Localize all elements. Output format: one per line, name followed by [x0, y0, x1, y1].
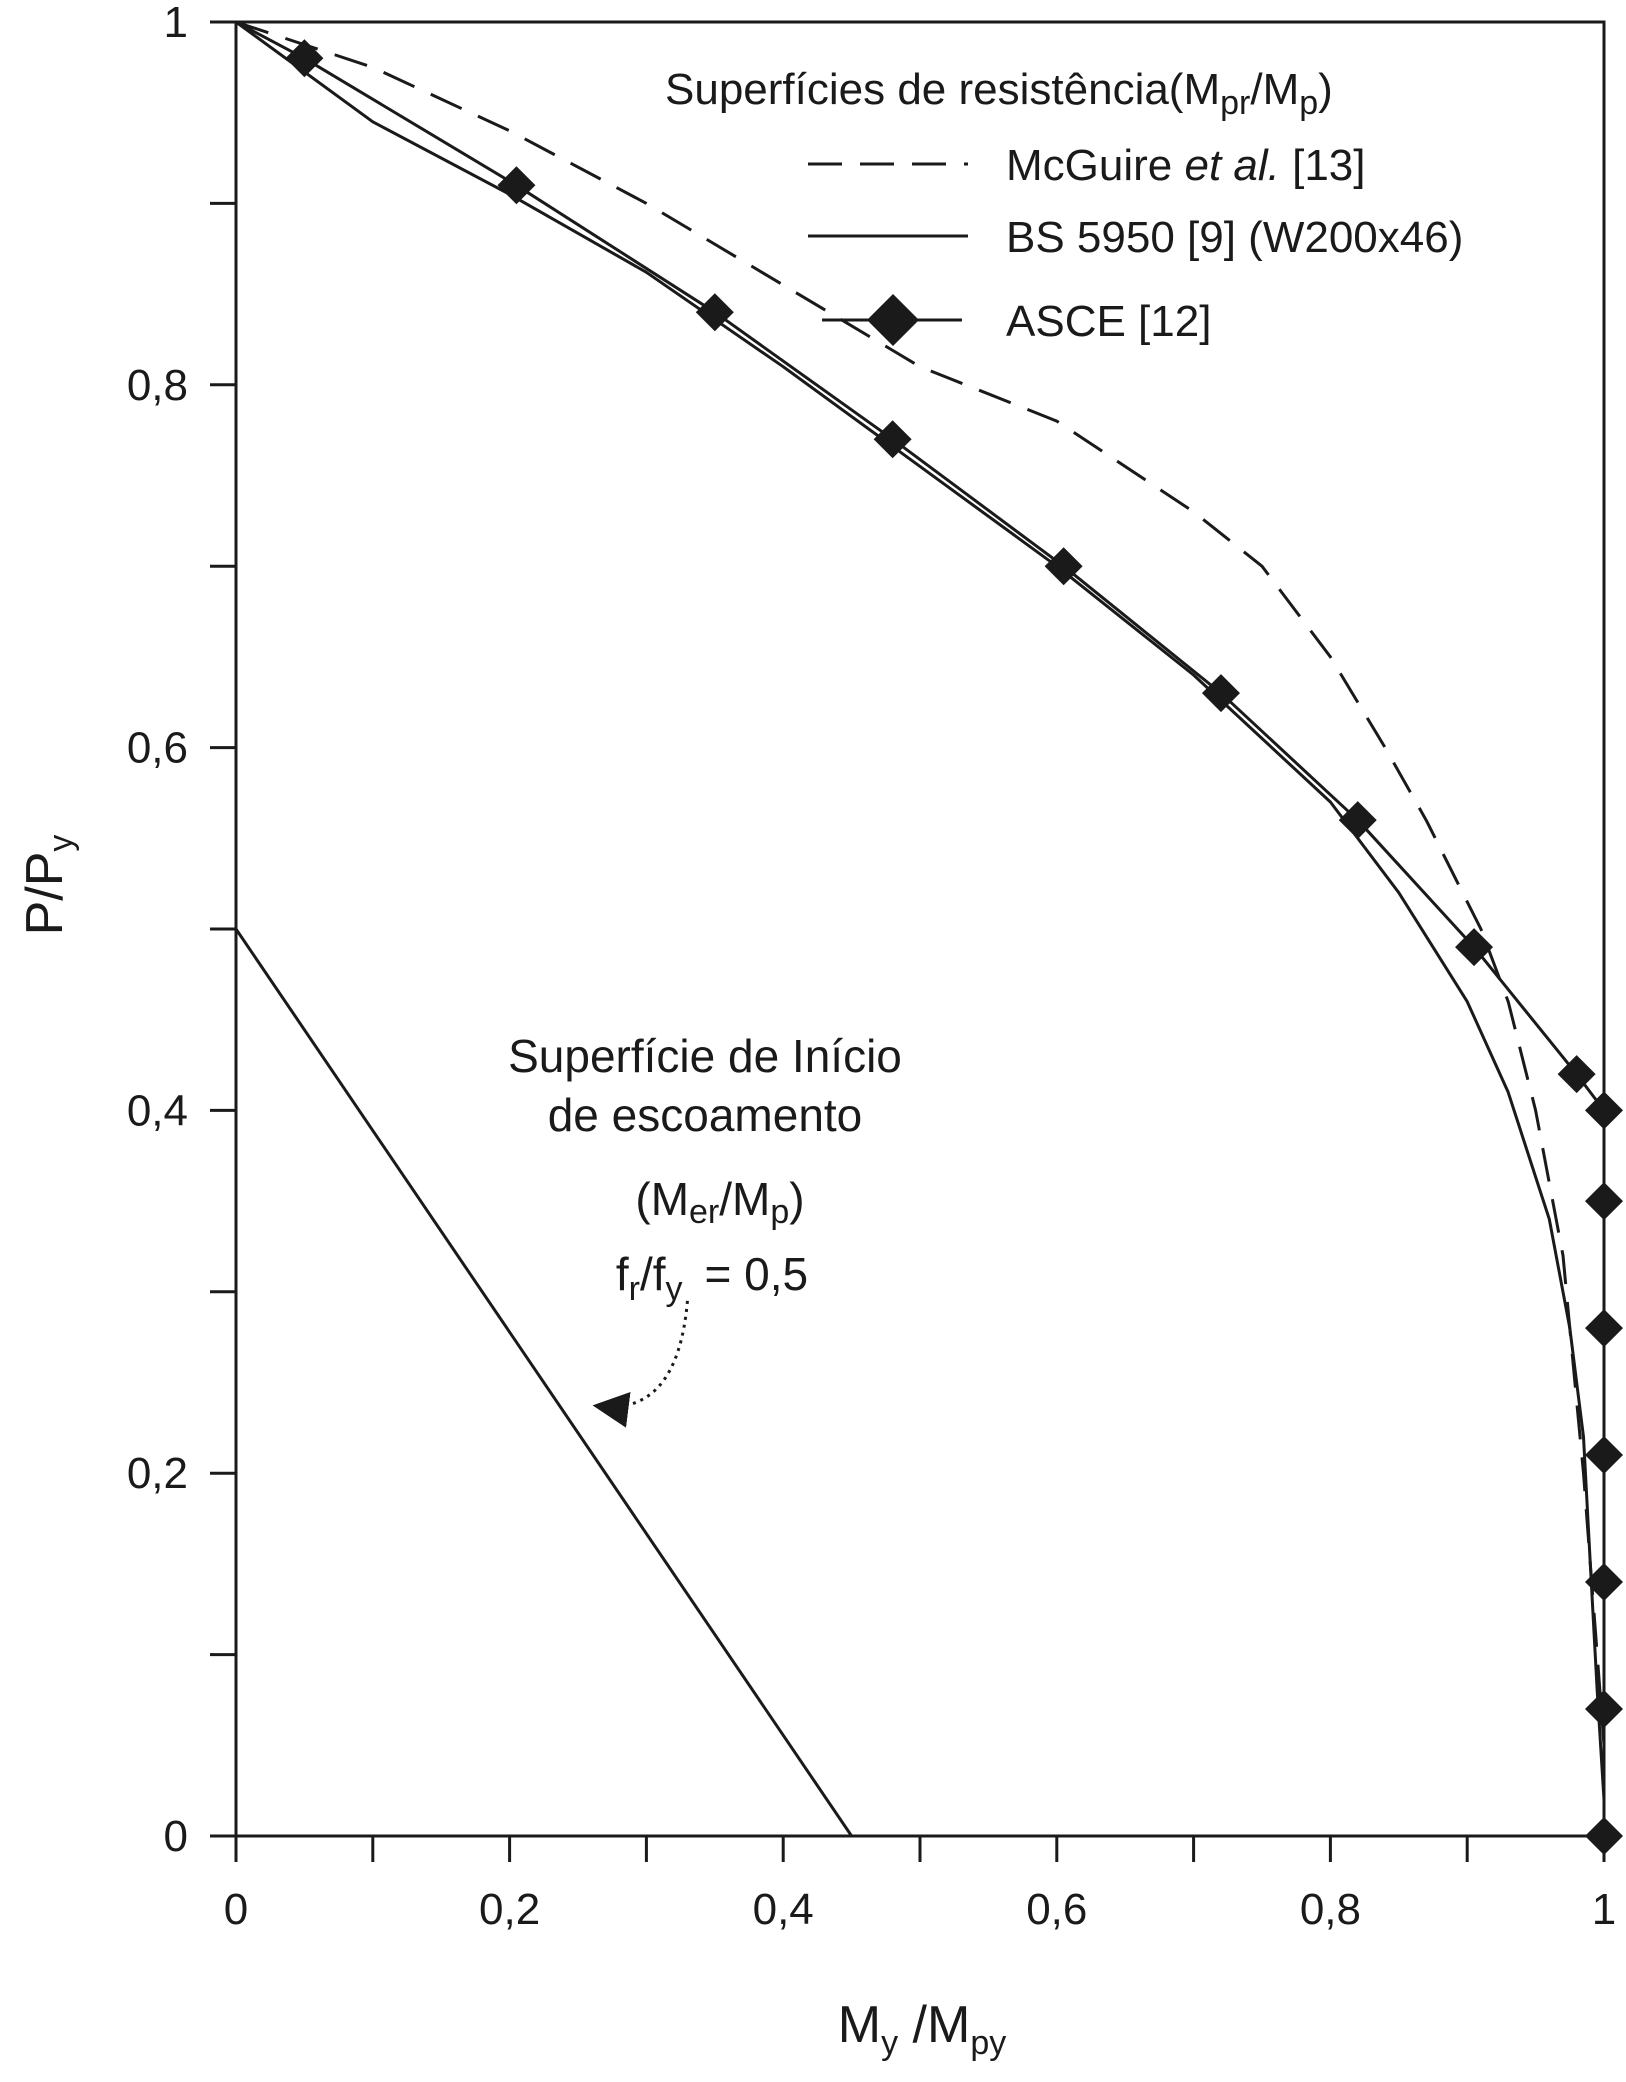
- annotation-line4: fr/fy = 0,5: [616, 1248, 808, 1308]
- asce-point-diamond: [1455, 928, 1494, 967]
- annotation-line4-f1: f: [616, 1248, 629, 1300]
- legend-title-mid: /M: [1250, 65, 1299, 114]
- legend-swatch-diamond-icon: [867, 294, 919, 346]
- asce-point-diamond: [695, 293, 734, 332]
- asce-point-diamond: [497, 166, 536, 205]
- series-first-yield-line: [234, 928, 853, 1837]
- y-label-main: P/P: [16, 852, 74, 936]
- legend-mcguire-etal: et al.: [1184, 141, 1279, 190]
- asce-point-diamond: [873, 420, 912, 459]
- x-tick-label: 0,6: [1026, 1885, 1087, 1934]
- series-bs5950-line: [235, 20, 1606, 1836]
- x-label-sub2: py: [970, 2024, 1006, 2062]
- annotation-line3-sub1: er: [689, 1193, 719, 1231]
- legend-entry-mcguire: McGuire et al. [13]: [1006, 141, 1366, 190]
- legend-title-end: ): [1318, 65, 1333, 114]
- legend-entry-bs5950: BS 5950 [9] (W200x46): [1006, 213, 1463, 262]
- y-tick-label: 0,2: [127, 1449, 188, 1498]
- tick-layer: 0 0,2 0,4 0,6 0,8 1 0 0,2 0,4 0,6 0,8 1: [127, 0, 1616, 1934]
- annotation-line2: de escoamento: [548, 1089, 863, 1141]
- annotation-line3-sub2: p: [770, 1193, 789, 1231]
- legend-mcguire-ref: [13]: [1280, 141, 1366, 190]
- yield-annotation: Superfície de Início de escoamento (Mer/…: [508, 1030, 902, 1428]
- annotation-arrow: [592, 1300, 689, 1428]
- annotation-line3: (Mer/Mp): [635, 1173, 804, 1231]
- marker-layer: [285, 39, 1623, 1855]
- x-axis-label: My /Mpy: [838, 1996, 1006, 2062]
- annotation-line4-sub1: r: [629, 1270, 640, 1308]
- annotation-line3-close: ): [789, 1173, 804, 1225]
- annotation-line4-eq: = 0,5: [705, 1248, 809, 1300]
- x-tick-label: 0,2: [479, 1885, 540, 1934]
- series-asce-line: [235, 20, 1606, 1836]
- x-label-mid: /M: [898, 1996, 970, 2054]
- x-tick-label: 0,4: [753, 1885, 814, 1934]
- legend: Superfícies de resistência(Mpr/Mp) McGui…: [665, 65, 1463, 346]
- annotation-line1: Superfície de Início: [508, 1030, 902, 1082]
- annotation-line3-open: (M: [635, 1173, 689, 1225]
- x-tick-label: 1: [1592, 1885, 1616, 1934]
- asce-point-diamond: [285, 39, 324, 78]
- annotation-line4-slash: /f: [640, 1248, 666, 1300]
- y-label-sub: y: [42, 835, 80, 852]
- asce-point-diamond: [1044, 547, 1083, 586]
- annotation-line3-mid: /M: [719, 1173, 770, 1225]
- asce-point-diamond: [1557, 1055, 1596, 1094]
- x-tick-label: 0: [224, 1885, 248, 1934]
- asce-point-diamond: [1338, 801, 1377, 840]
- y-tick-label: 1: [164, 0, 188, 47]
- legend-title-sub1: pr: [1220, 84, 1250, 122]
- legend-entry-asce: ASCE [12]: [1006, 297, 1211, 346]
- x-label-sub1: y: [881, 2024, 898, 2062]
- x-tick-label: 0,8: [1300, 1885, 1361, 1934]
- x-label-main: M: [838, 1996, 881, 2054]
- annotation-line4-sub2: y: [666, 1270, 683, 1308]
- plot-frame: [234, 20, 1606, 1838]
- legend-mcguire-name: McGuire: [1006, 141, 1184, 190]
- legend-title-main: Superfícies de resistência(M: [665, 65, 1220, 114]
- asce-point-diamond: [1201, 674, 1240, 713]
- legend-title-sub2: p: [1299, 84, 1318, 122]
- series-layer: [234, 20, 1606, 1837]
- y-tick-label: 0,8: [127, 361, 188, 410]
- series-mcguire-line: [235, 20, 1606, 1836]
- y-tick-label: 0: [164, 1812, 188, 1861]
- y-tick-label: 0,6: [127, 724, 188, 773]
- y-axis-label: P/Py: [16, 835, 80, 936]
- legend-title: Superfícies de resistência(Mpr/Mp): [665, 65, 1333, 122]
- y-tick-label: 0,4: [127, 1086, 188, 1135]
